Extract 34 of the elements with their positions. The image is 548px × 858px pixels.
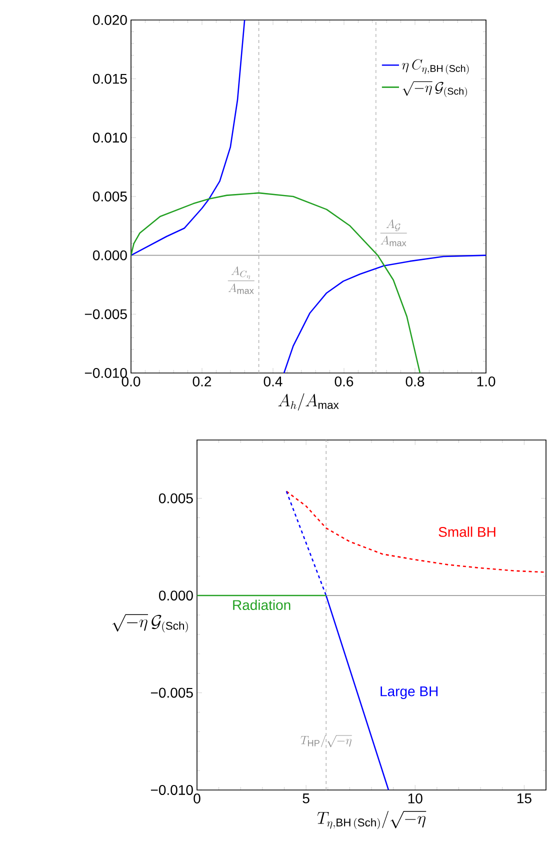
x-tick-label: 0 <box>194 794 200 804</box>
y-tick-label: −0.010 <box>150 785 193 795</box>
x-tick-label: 0.2 <box>192 376 212 386</box>
legend-label: $\eta\, C_{\eta,\mathrm{BH\,(Sch)}}$ <box>402 59 469 74</box>
x-tick-label: 0.4 <box>264 376 282 386</box>
x-tick-label: 15 <box>517 794 532 804</box>
y-tick-label: 0.000 <box>158 590 193 601</box>
x-tick-label: 1.0 <box>477 376 496 386</box>
y-tick-label: 0.000 <box>92 250 127 260</box>
y-tick-label: 0.005 <box>158 493 193 504</box>
x-tick-label: 10 <box>408 794 422 804</box>
y-tick-label: 0.005 <box>92 192 127 202</box>
x-tick-label: 0.8 <box>406 376 424 386</box>
y-tick-label: 0.020 <box>92 15 127 25</box>
ref-line-label: $\frac{A_{\mathcal{G}}}{A_{\mathrm{max}}}$ <box>380 219 407 246</box>
series-label: Small BH <box>438 526 496 537</box>
line-series <box>286 490 546 573</box>
y-tick-label: −0.005 <box>150 688 193 698</box>
ref-line-label: $T_{\mathrm{HP}}/\sqrt{-\eta}$ <box>300 735 352 748</box>
x-tick-label: 5 <box>302 794 310 804</box>
y-tick-label: 0.015 <box>92 74 127 84</box>
x-tick-label: 0.0 <box>122 376 140 386</box>
y-axis-title: $\sqrt{-\eta}\,\mathcal{G}_{\mathrm{(Sch)}}$ <box>112 614 188 632</box>
x-axis-title: $A_h/A_{\mathrm{max}}$ <box>278 393 339 411</box>
y-tick-label: −0.005 <box>84 309 127 320</box>
legend-label: $\sqrt{-\eta}\,\mathcal{G}_{\mathrm{(Sch)}}$ <box>402 81 467 98</box>
x-tick-label: 0.6 <box>334 376 354 386</box>
series-label: Large BH <box>380 686 438 700</box>
x-axis-title: $T_{\eta,\mathrm{BH\,(Sch)}}/\sqrt{-\eta}$ <box>317 810 426 830</box>
y-tick-label: −0.010 <box>84 368 127 378</box>
y-tick-label: 0.010 <box>92 132 127 143</box>
ref-line-label: $\frac{A_{C_\eta}}{A_{\mathrm{max}}}$ <box>228 266 254 294</box>
series-label: Radiation <box>233 600 290 610</box>
line-series <box>131 192 421 373</box>
